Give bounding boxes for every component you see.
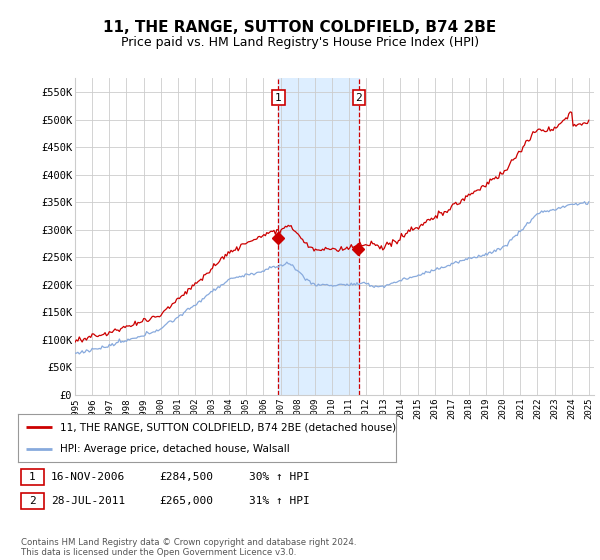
Text: 11, THE RANGE, SUTTON COLDFIELD, B74 2BE: 11, THE RANGE, SUTTON COLDFIELD, B74 2BE [103,20,497,35]
Text: 28-JUL-2011: 28-JUL-2011 [51,496,125,506]
Text: £265,000: £265,000 [159,496,213,506]
Text: Price paid vs. HM Land Registry's House Price Index (HPI): Price paid vs. HM Land Registry's House … [121,36,479,49]
Text: 1: 1 [29,472,36,482]
Text: 1: 1 [275,92,282,102]
Text: HPI: Average price, detached house, Walsall: HPI: Average price, detached house, Wals… [59,444,289,454]
Text: £284,500: £284,500 [159,472,213,482]
Text: Contains HM Land Registry data © Crown copyright and database right 2024.
This d: Contains HM Land Registry data © Crown c… [21,538,356,557]
Text: 11, THE RANGE, SUTTON COLDFIELD, B74 2BE (detached house): 11, THE RANGE, SUTTON COLDFIELD, B74 2BE… [59,422,396,432]
Text: 16-NOV-2006: 16-NOV-2006 [51,472,125,482]
Text: 30% ↑ HPI: 30% ↑ HPI [249,472,310,482]
Text: 2: 2 [29,496,36,506]
Bar [278,78,359,395]
Text: 2: 2 [356,92,362,102]
Text: 31% ↑ HPI: 31% ↑ HPI [249,496,310,506]
